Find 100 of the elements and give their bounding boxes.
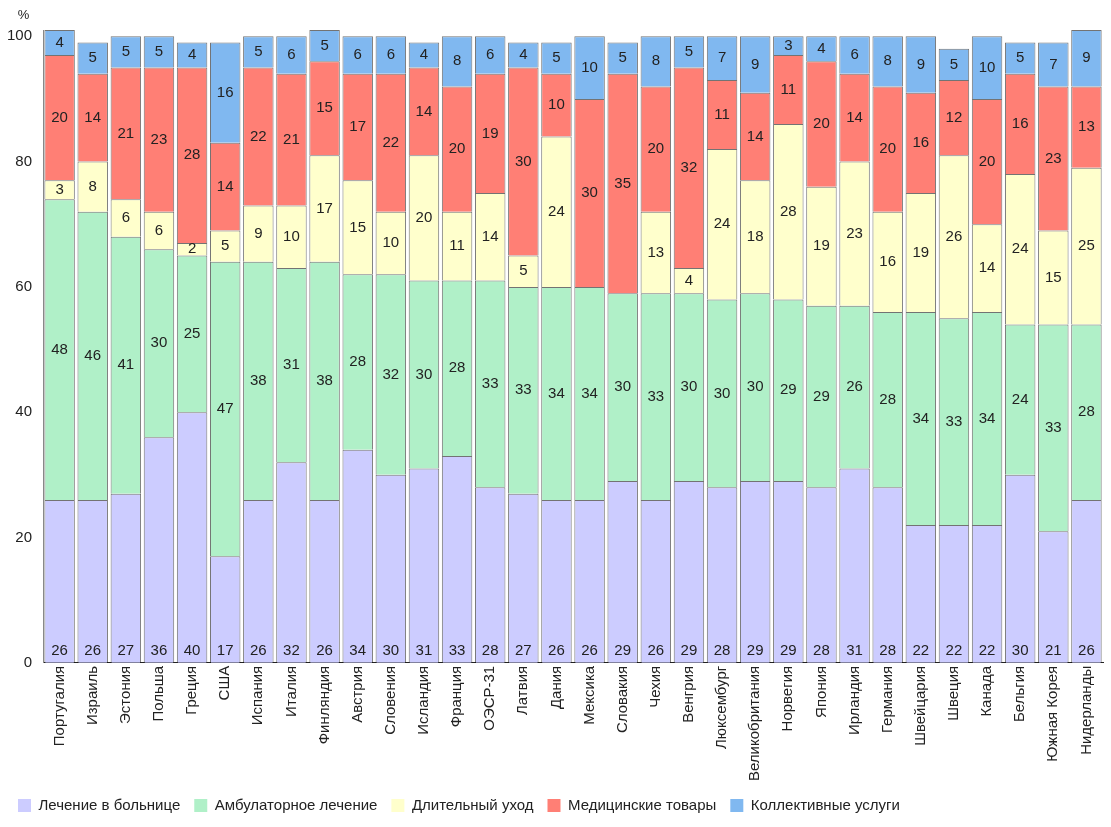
- data-label: 25: [1078, 236, 1095, 254]
- data-label: 48: [51, 339, 68, 357]
- data-label: 4: [419, 45, 429, 63]
- y-axis-title: %: [17, 7, 30, 23]
- data-label: 5: [1016, 48, 1025, 66]
- data-label: 30: [514, 151, 532, 169]
- data-label: 7: [717, 48, 727, 66]
- data-label: 9: [751, 54, 760, 72]
- data-label: 31: [846, 640, 863, 658]
- x-tick-label: Норвегия: [778, 665, 796, 732]
- data-label: 31: [283, 355, 300, 373]
- data-label: 13: [1078, 117, 1095, 135]
- data-label: 26: [51, 640, 68, 658]
- data-label: 21: [1044, 640, 1062, 658]
- data-label: 14: [846, 107, 863, 125]
- data-label: 26: [647, 640, 665, 658]
- data-label: 24: [1011, 239, 1029, 257]
- data-label: 40: [183, 640, 201, 658]
- data-label: 28: [1078, 402, 1095, 420]
- data-label: 14: [216, 176, 234, 194]
- data-label: 30: [581, 183, 598, 201]
- y-tick-label: 100: [7, 26, 33, 44]
- data-label: 9: [254, 223, 263, 241]
- x-tick-label: Испания: [248, 665, 266, 726]
- data-label: 10: [581, 57, 598, 75]
- data-label: 14: [84, 107, 102, 125]
- data-label: 30: [713, 383, 731, 401]
- data-label: 34: [978, 408, 996, 426]
- data-label: 6: [287, 45, 296, 63]
- data-label: 19: [813, 236, 830, 254]
- legend-label: Медицинские товары: [567, 795, 717, 813]
- data-label: 14: [415, 101, 433, 119]
- data-label: 30: [150, 333, 168, 351]
- data-label: 28: [448, 358, 466, 376]
- data-label: 26: [84, 640, 102, 658]
- data-label: 28: [779, 201, 797, 219]
- data-label: 10: [978, 57, 996, 75]
- data-label: 20: [879, 139, 897, 157]
- data-label: 46: [84, 345, 102, 363]
- x-tick-label: Швеция: [944, 665, 962, 721]
- data-label: 23: [1044, 148, 1062, 166]
- data-label: 16: [879, 251, 897, 269]
- data-label: 26: [316, 640, 333, 658]
- x-tick-label: Люксембург: [712, 665, 730, 750]
- data-label: 10: [283, 226, 300, 244]
- data-label: 29: [680, 640, 698, 658]
- data-label: 26: [548, 640, 565, 658]
- data-label: 22: [945, 640, 963, 658]
- data-label: 38: [249, 371, 267, 388]
- x-tick-label: Исландия: [414, 665, 432, 735]
- data-label: 20: [813, 114, 830, 132]
- data-label: 29: [813, 386, 830, 404]
- data-label: 38: [316, 371, 333, 388]
- data-label: 30: [680, 377, 698, 395]
- data-label: 34: [548, 383, 565, 401]
- data-label: 7: [1049, 54, 1058, 72]
- data-label: 29: [779, 380, 797, 398]
- data-label: 16: [1011, 114, 1029, 132]
- x-tick-label: Финляндия: [314, 665, 332, 745]
- data-label: 14: [746, 126, 764, 144]
- x-tick-label: Венгрия: [679, 665, 697, 723]
- data-label: 6: [486, 45, 495, 63]
- data-label: 8: [88, 176, 97, 194]
- data-label: 23: [846, 223, 863, 241]
- data-label: 5: [154, 42, 164, 60]
- data-label: 47: [216, 399, 234, 417]
- data-label: 32: [680, 157, 698, 175]
- x-tick-label: Латвия: [513, 665, 531, 716]
- data-label: 4: [817, 38, 826, 56]
- data-label: 28: [879, 640, 897, 658]
- data-label: 26: [581, 640, 598, 658]
- data-label: 8: [651, 51, 660, 69]
- x-tick-label: Дания: [546, 665, 564, 710]
- x-tick-label: Греция: [182, 665, 200, 715]
- data-label: 14: [481, 226, 499, 244]
- data-label: 27: [514, 640, 532, 658]
- data-label: 19: [912, 242, 930, 260]
- x-tick-label: Япония: [811, 665, 829, 718]
- data-label: 15: [316, 98, 333, 116]
- data-label: 28: [713, 640, 731, 658]
- data-label: 26: [846, 377, 863, 395]
- x-tick-label: Южная Корея: [1043, 665, 1061, 762]
- data-label: 28: [183, 145, 201, 163]
- data-label: 26: [1078, 640, 1095, 658]
- data-label: 6: [850, 45, 859, 63]
- data-label: 28: [813, 640, 830, 658]
- data-label: 22: [249, 126, 267, 144]
- x-tick-label: Нидерланды: [1076, 665, 1094, 755]
- data-label: 8: [452, 51, 462, 69]
- data-label: 26: [249, 640, 267, 658]
- x-tick-label: ОЭСР-31: [480, 665, 498, 731]
- x-tick-label: США: [215, 665, 233, 701]
- data-label: 34: [349, 640, 367, 658]
- data-label: 25: [183, 324, 201, 342]
- data-label: 26: [945, 226, 963, 244]
- data-label: 41: [117, 355, 135, 373]
- data-label: 28: [481, 640, 499, 658]
- data-label: 33: [945, 411, 963, 429]
- data-label: 17: [349, 117, 367, 135]
- data-label: 19: [481, 123, 499, 141]
